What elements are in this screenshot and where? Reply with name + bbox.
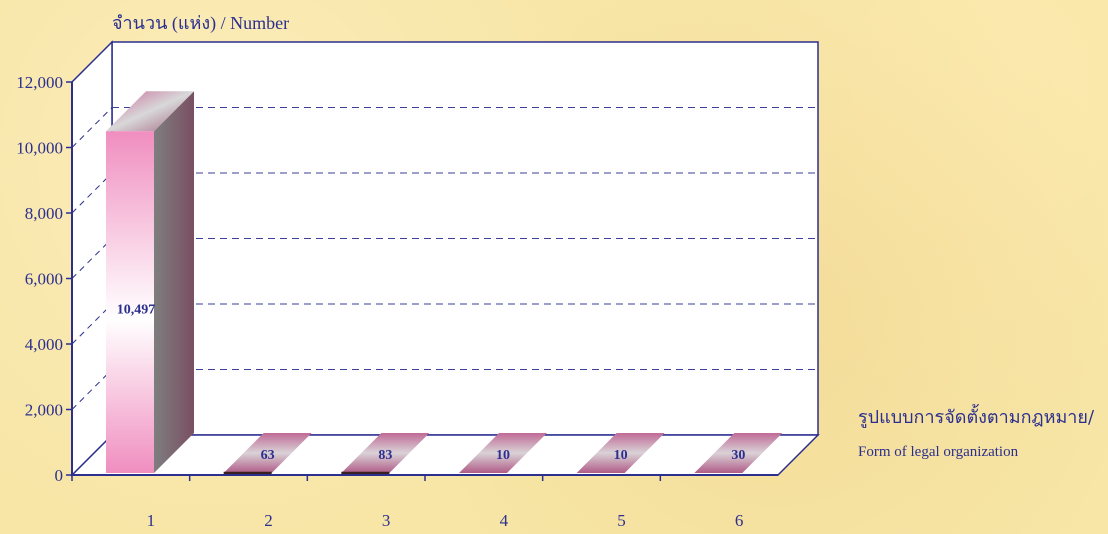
gridline-diagonal [71, 107, 113, 148]
bar-data-label: 10,497 [117, 302, 156, 317]
y-tick-label: 4,000 [25, 335, 63, 354]
gridline-diagonal [71, 172, 113, 214]
x-tick-label: 1 [147, 511, 156, 530]
gridlines [71, 41, 818, 410]
bar-top [341, 433, 430, 473]
bar-4: 10 [459, 433, 547, 473]
bar-1: 10,497 [106, 91, 194, 473]
x-tick-label: 3 [382, 511, 391, 530]
gridline-diagonal [71, 238, 113, 279]
bar-5: 10 [576, 433, 665, 473]
x-axis-title-english: Form of legal organization [858, 444, 1019, 460]
bar-front [106, 131, 154, 473]
gridline-diagonal [71, 303, 113, 345]
bar-side [154, 91, 194, 473]
y-tick-label: 10,000 [16, 139, 63, 158]
x-axis-title-thai: รูปแบบการจัดตั้งตามกฎหมาย/ [858, 407, 1095, 428]
y-tick-label: 0 [55, 466, 64, 485]
bar-top [223, 433, 312, 473]
gridline-diagonal [71, 41, 113, 83]
bar-3: 83 [341, 433, 430, 475]
bar-top [576, 433, 665, 473]
bar-data-label: 83 [378, 448, 392, 463]
bar-data-label: 10 [614, 448, 628, 463]
bar-data-label: 63 [261, 448, 275, 463]
x-tick-label: 2 [264, 511, 273, 530]
y-axis-title: จำนวน (แห่ง) / Number [112, 13, 290, 33]
bar-2: 63 [223, 433, 312, 475]
bar-top [106, 91, 194, 132]
bar-data-label: 10 [496, 448, 510, 463]
bars: 10,497 63 83 10 10 30 [106, 91, 783, 475]
bar-top [459, 433, 547, 473]
bar-6: 30 [694, 433, 783, 473]
y-axis-ticks: 0 2,000 4,000 6,000 8,000 10,000 12,000 [16, 73, 72, 485]
y-tick-label: 2,000 [25, 401, 63, 420]
gridline-diagonal [71, 369, 113, 410]
y-tick-label: 8,000 [25, 204, 63, 223]
x-tick-label: 5 [617, 511, 626, 530]
bar-top [694, 433, 783, 473]
x-tick-label: 4 [500, 511, 509, 530]
x-axis-ticks: 1 2 3 4 5 6 [71, 475, 744, 530]
y-tick-label: 12,000 [16, 73, 63, 92]
y-tick-label: 6,000 [25, 270, 63, 289]
bar-data-label: 30 [731, 448, 745, 463]
x-tick-label: 6 [735, 511, 744, 530]
